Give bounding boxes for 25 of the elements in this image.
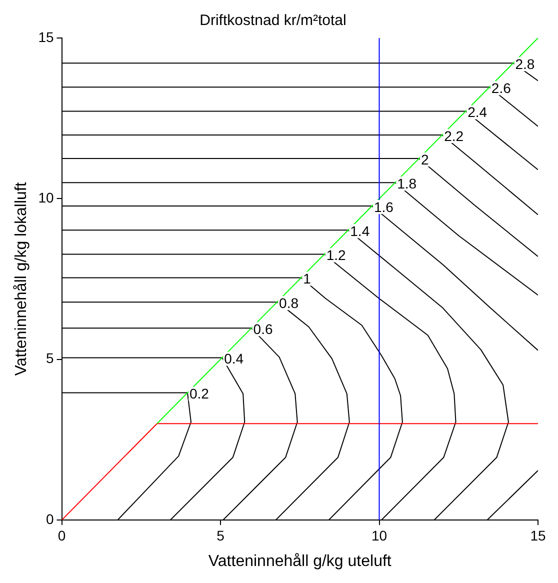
series-label: 1.8 <box>397 175 417 192</box>
x-axis-title: Vatteninnehåll g/kg uteluft <box>208 552 392 570</box>
x-tick-label: 10 <box>371 527 388 544</box>
series-label: 2.6 <box>491 80 512 96</box>
series-label: 0.6 <box>253 321 273 338</box>
series-label: 2.8 <box>515 56 535 72</box>
series-label: 1.2 <box>326 247 346 264</box>
x-tick-label: 0 <box>58 527 66 544</box>
chart-title: Driftkostnad kr/m²total <box>200 12 346 30</box>
series-label: 2 <box>420 151 429 168</box>
series-label: 1.4 <box>350 223 370 240</box>
y-tick-label: 5 <box>46 350 54 366</box>
series-label: 2.2 <box>444 128 464 144</box>
y-tick-label: 10 <box>38 190 54 206</box>
series-label: 1.6 <box>374 198 394 215</box>
x-tick-label: 15 <box>530 527 546 544</box>
series-label: 1 <box>303 270 312 287</box>
y-axis-title: Vatteninnehåll g/kg lokalluft <box>13 182 30 376</box>
series-label: 0.4 <box>224 350 244 367</box>
x-tick-label: 5 <box>216 527 225 544</box>
y-tick-label: 15 <box>38 28 54 45</box>
series-label: 0.8 <box>279 294 299 311</box>
y-tick-label: 0 <box>46 510 54 527</box>
series-label: 2.4 <box>468 104 488 120</box>
series-label: 0.2 <box>189 386 210 402</box>
